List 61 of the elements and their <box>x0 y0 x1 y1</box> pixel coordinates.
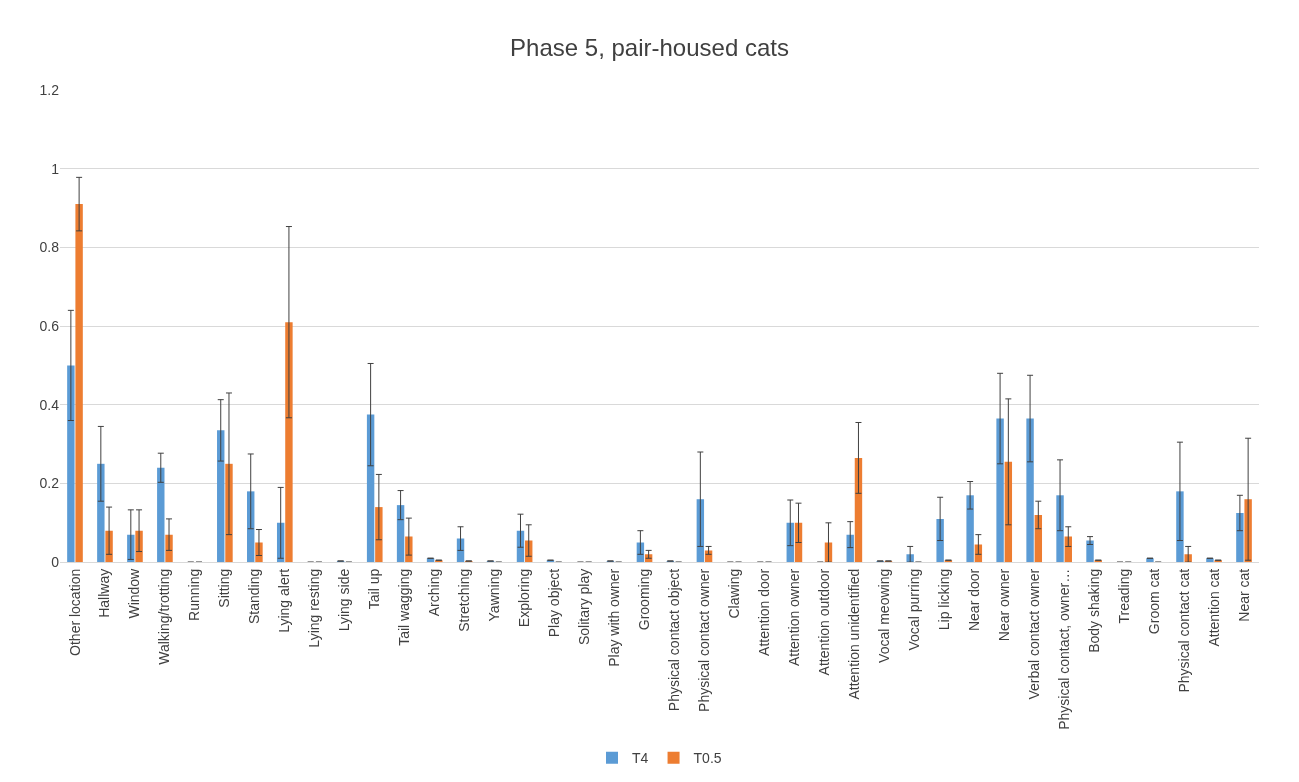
x-tick-label: Sitting <box>216 568 233 608</box>
x-tick-label: Yawning <box>486 568 503 622</box>
legend-label: T4 <box>632 750 649 767</box>
x-tick-label: Physical contact cat <box>1175 568 1192 693</box>
x-tick-label: Tail up <box>366 568 383 610</box>
x-tick-label: Standing <box>246 568 263 625</box>
x-tick-label: Near door <box>965 568 982 632</box>
x-tick-label: Treading <box>1115 568 1132 624</box>
bar <box>1026 418 1034 563</box>
y-tick-label: 1.2 <box>39 81 60 98</box>
x-tick-label: Attention door <box>755 568 772 656</box>
chart-title: Phase 5, pair-housed cats <box>510 33 789 61</box>
x-tick-label: Physical contact object <box>666 568 683 712</box>
x-tick-label: Hallway <box>96 568 113 618</box>
x-tick-label: Solitary play <box>576 568 593 646</box>
x-tick-label: Lying resting <box>306 568 323 648</box>
bar <box>1146 558 1154 563</box>
x-tick-label: Attention owner <box>785 568 802 667</box>
x-tick-label: Clawing <box>725 568 742 619</box>
x-tick-label: Vocal purring <box>905 568 922 651</box>
x-tick-label: Attention outdoor <box>815 568 832 676</box>
x-tick-label: Tail wagging <box>396 568 413 646</box>
x-tick-label: Attention unidentified <box>845 568 862 700</box>
y-tick-label: 0.4 <box>39 396 60 413</box>
x-tick-label: Verbal contact owner <box>1025 568 1042 700</box>
bar <box>966 495 974 563</box>
x-tick-label: Physical contact owner <box>696 568 713 712</box>
y-tick-label: 0.2 <box>39 475 60 492</box>
legend-label: T0.5 <box>693 750 722 767</box>
x-tick-label: Body shaking <box>1085 568 1102 653</box>
bar <box>217 430 225 563</box>
y-tick-label: 0.8 <box>39 239 60 256</box>
x-tick-label: Other location <box>66 568 83 656</box>
x-tick-label: Lying side <box>336 568 353 632</box>
bar <box>996 418 1004 563</box>
y-tick-label: 1 <box>51 160 60 177</box>
bar <box>396 505 405 563</box>
x-tick-label: Running <box>186 568 203 621</box>
y-tick-label: 0 <box>51 554 60 571</box>
y-tick-label: 0.6 <box>39 317 60 334</box>
x-tick-label: Physical contact, owner… <box>1055 568 1072 730</box>
x-tick-label: Arching <box>426 568 443 617</box>
bar <box>97 463 105 563</box>
x-tick-label: Grooming <box>636 568 653 631</box>
x-tick-label: Near owner <box>995 568 1012 642</box>
x-tick-label: Exploring <box>516 568 533 628</box>
bar <box>157 467 165 563</box>
x-tick-label: Near cat <box>1235 568 1252 622</box>
x-tick-label: Play with owner <box>606 568 623 667</box>
x-tick-label: Walking/trotting <box>156 568 173 665</box>
bar <box>67 365 75 563</box>
x-tick-label: Play object <box>546 568 563 638</box>
x-tick-label: Lip licking <box>935 568 952 631</box>
x-tick-label: Lying alert <box>276 568 293 633</box>
x-tick-label: Attention cat <box>1205 568 1222 647</box>
x-tick-label: Vocal meowing <box>875 568 892 663</box>
x-tick-label: Window <box>126 567 143 619</box>
bar <box>75 204 83 563</box>
bar <box>1086 540 1094 563</box>
x-tick-label: Stretching <box>456 568 473 632</box>
x-tick-label: Groom cat <box>1145 568 1162 635</box>
